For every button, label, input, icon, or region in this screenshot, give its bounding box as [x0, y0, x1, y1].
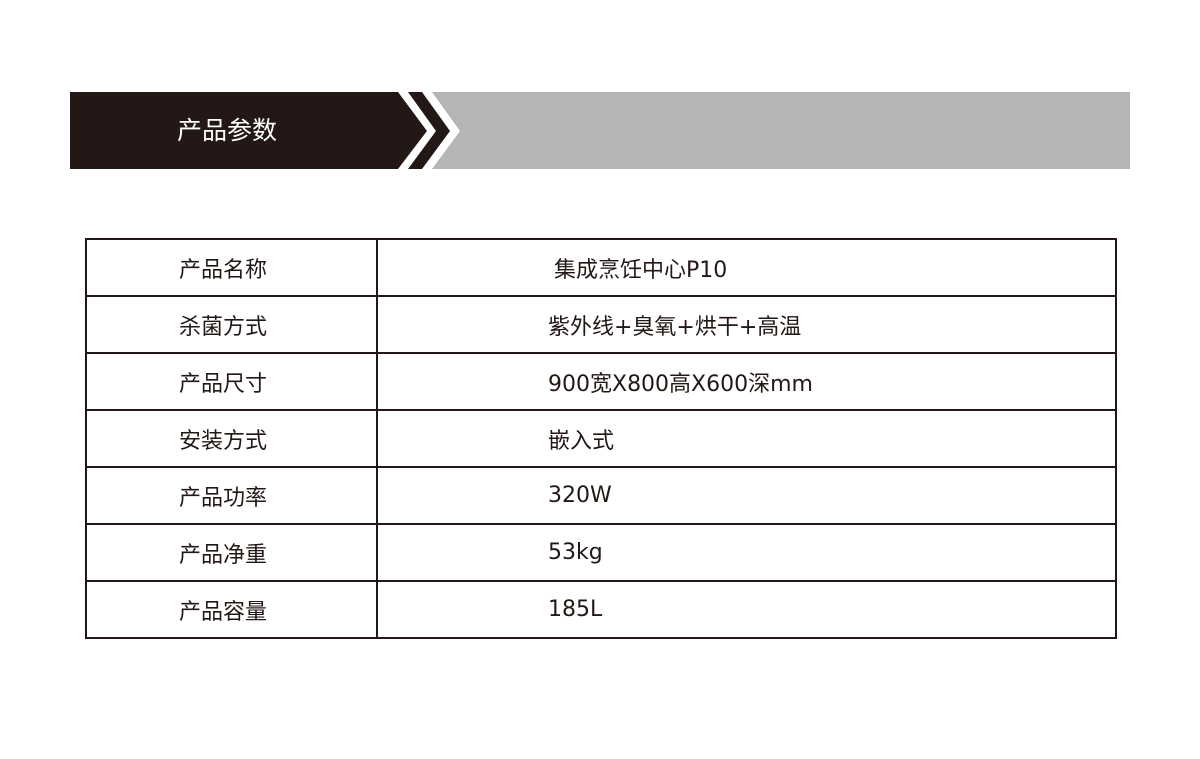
table-row: 产品功率 320W	[85, 466, 1117, 525]
spec-label: 杀菌方式	[85, 295, 378, 354]
section-title: 产品参数	[177, 116, 278, 145]
spec-label: 产品名称	[85, 238, 378, 297]
spec-value: 900宽X800高X600深mm	[376, 352, 1117, 411]
chevron-icon	[408, 92, 450, 169]
banner-graphic	[70, 92, 1130, 169]
spec-label: 产品容量	[85, 580, 378, 639]
spec-value: 嵌入式	[376, 409, 1117, 468]
table-row: 产品净重 53kg	[85, 523, 1117, 582]
table-row: 杀菌方式 紫外线+臭氧+烘干+高温	[85, 295, 1117, 354]
spec-value: 320W	[376, 466, 1117, 525]
table-row: 产品名称 集成烹饪中心P10	[85, 238, 1117, 297]
spec-label: 产品功率	[85, 466, 378, 525]
spec-value: 185L	[376, 580, 1117, 639]
spec-label: 产品尺寸	[85, 352, 378, 411]
banner-dark-block	[70, 92, 427, 169]
spec-table: 产品名称 集成烹饪中心P10 杀菌方式 紫外线+臭氧+烘干+高温 产品尺寸 900宽X80…	[85, 238, 1117, 639]
spec-value: 紫外线+臭氧+烘干+高温	[376, 295, 1117, 354]
spec-label: 安装方式	[85, 409, 378, 468]
spec-value: 集成烹饪中心P10	[376, 238, 1117, 297]
table-row: 产品尺寸 900宽X800高X600深mm	[85, 352, 1117, 411]
table-row: 安装方式 嵌入式	[85, 409, 1117, 468]
banner-grey-bar	[432, 92, 1130, 169]
spec-value: 53kg	[376, 523, 1117, 582]
table-row: 产品容量 185L	[85, 580, 1117, 639]
spec-label: 产品净重	[85, 523, 378, 582]
